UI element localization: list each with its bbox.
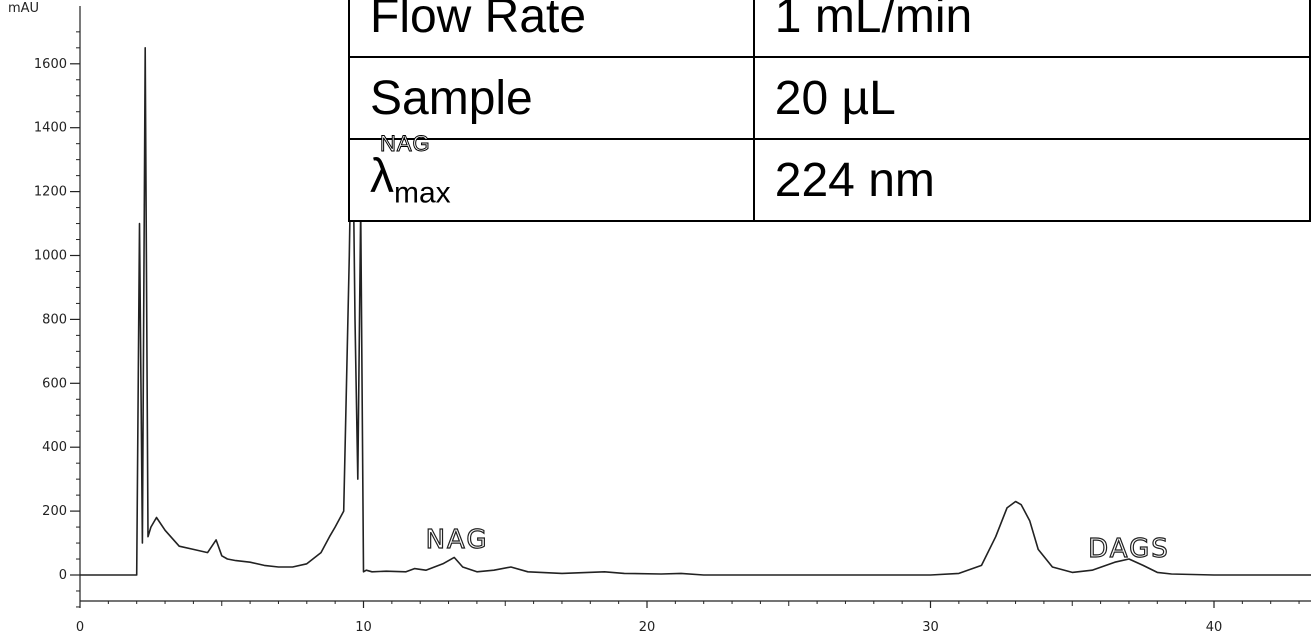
y-tick-label: 600: [42, 376, 67, 391]
table-row: Flow Rate 1 mL/min: [348, 0, 1311, 58]
y-tick-label: 1400: [34, 121, 67, 136]
y-tick-label: 1600: [34, 57, 67, 72]
x-tick-label: 10: [355, 620, 372, 635]
lambda-max-symbol: λmax NAG: [370, 131, 451, 210]
x-tick-label: 0: [76, 620, 84, 635]
param-flow-rate-value: 1 mL/min: [752, 0, 1311, 58]
peak-label-nag: NAG: [426, 525, 489, 555]
peak-label-dags: DAGS: [1088, 534, 1170, 564]
parameters-table: Flow Rate 1 mL/min Sample 20 µL λmax NAG …: [348, 0, 1311, 222]
y-tick-label: 0: [59, 568, 67, 583]
param-lambda-max-value: 224 nm: [752, 138, 1311, 222]
y-tick-label: 800: [42, 312, 67, 327]
y-tick-label: 1000: [34, 249, 67, 264]
y-axis-unit-label: mAU: [8, 1, 39, 16]
param-sample-value: 20 µL: [752, 56, 1311, 140]
param-sample-label: Sample: [348, 56, 755, 140]
y-tick-label: 200: [42, 504, 67, 519]
table-row: Sample 20 µL: [348, 56, 1311, 140]
x-tick-label: 40: [1206, 620, 1223, 635]
param-lambda-max-label: λmax NAG: [348, 131, 755, 222]
peak-annotations: NAG DAGS: [425, 524, 1170, 564]
x-tick-label: 20: [639, 620, 656, 635]
param-flow-rate-label: Flow Rate: [348, 0, 755, 58]
y-tick-label: 1200: [34, 185, 67, 200]
chromatogram-trace: [80, 47, 1311, 576]
y-tick-label: 400: [42, 440, 67, 455]
x-tick-label: 30: [922, 620, 939, 635]
table-row: λmax NAG 224 nm: [348, 131, 1311, 222]
